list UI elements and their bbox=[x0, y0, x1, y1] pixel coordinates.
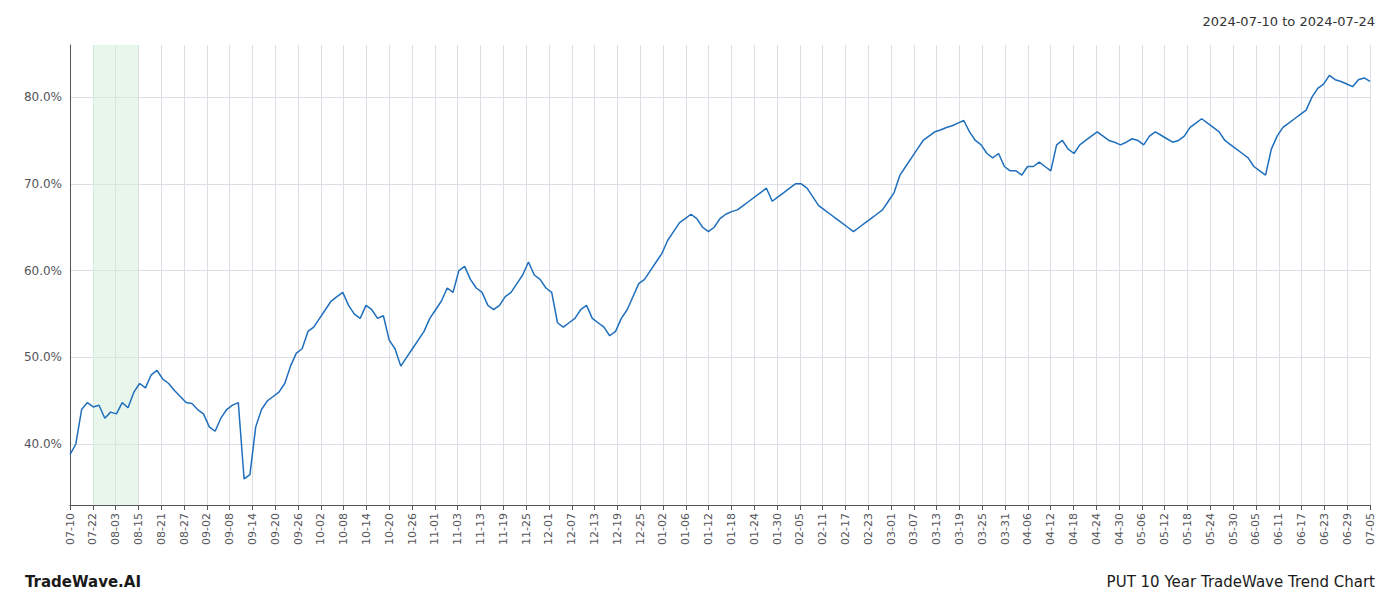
svg-text:08-21: 08-21 bbox=[155, 513, 168, 545]
svg-text:08-27: 08-27 bbox=[178, 513, 191, 545]
svg-text:05-12: 05-12 bbox=[1158, 513, 1171, 545]
svg-text:07-22: 07-22 bbox=[86, 513, 99, 545]
svg-text:70.0%: 70.0% bbox=[24, 177, 62, 191]
svg-text:10-26: 10-26 bbox=[406, 513, 419, 545]
svg-text:03-25: 03-25 bbox=[976, 513, 989, 545]
svg-text:01-12: 01-12 bbox=[702, 513, 715, 545]
svg-text:01-06: 01-06 bbox=[679, 513, 692, 545]
svg-text:01-24: 01-24 bbox=[748, 513, 761, 545]
svg-text:10-08: 10-08 bbox=[337, 513, 350, 545]
svg-text:40.0%: 40.0% bbox=[24, 437, 62, 451]
svg-text:10-14: 10-14 bbox=[360, 513, 373, 545]
svg-text:06-11: 06-11 bbox=[1272, 513, 1285, 545]
svg-text:11-03: 11-03 bbox=[451, 513, 464, 545]
svg-text:01-02: 01-02 bbox=[656, 513, 669, 545]
svg-text:09-26: 09-26 bbox=[292, 513, 305, 545]
svg-text:03-31: 03-31 bbox=[999, 513, 1012, 545]
svg-text:08-15: 08-15 bbox=[132, 513, 145, 545]
svg-text:04-06: 04-06 bbox=[1021, 513, 1034, 545]
svg-text:TradeWave.AI: TradeWave.AI bbox=[25, 573, 141, 591]
svg-text:07-05: 07-05 bbox=[1364, 513, 1377, 545]
svg-text:60.0%: 60.0% bbox=[24, 264, 62, 278]
svg-text:03-01: 03-01 bbox=[885, 513, 898, 545]
svg-text:09-14: 09-14 bbox=[246, 513, 259, 545]
svg-text:04-12: 04-12 bbox=[1044, 513, 1057, 545]
svg-text:08-03: 08-03 bbox=[109, 513, 122, 545]
svg-text:02-17: 02-17 bbox=[839, 513, 852, 545]
svg-text:04-30: 04-30 bbox=[1113, 513, 1126, 545]
svg-text:01-18: 01-18 bbox=[725, 513, 738, 545]
svg-text:09-08: 09-08 bbox=[223, 513, 236, 545]
svg-text:05-30: 05-30 bbox=[1227, 513, 1240, 545]
svg-text:2024-07-10 to 2024-07-24: 2024-07-10 to 2024-07-24 bbox=[1203, 14, 1375, 29]
svg-text:11-13: 11-13 bbox=[474, 513, 487, 545]
svg-text:10-20: 10-20 bbox=[383, 513, 396, 545]
svg-text:06-05: 06-05 bbox=[1249, 513, 1262, 545]
svg-text:03-19: 03-19 bbox=[953, 513, 966, 545]
svg-text:10-02: 10-02 bbox=[314, 513, 327, 545]
svg-text:01-30: 01-30 bbox=[771, 513, 784, 545]
svg-text:04-18: 04-18 bbox=[1067, 513, 1080, 545]
svg-text:11-25: 11-25 bbox=[520, 513, 533, 545]
svg-text:12-13: 12-13 bbox=[588, 513, 601, 545]
svg-text:05-24: 05-24 bbox=[1204, 513, 1217, 545]
svg-text:50.0%: 50.0% bbox=[24, 350, 62, 364]
svg-text:02-05: 02-05 bbox=[793, 513, 806, 545]
svg-text:12-25: 12-25 bbox=[634, 513, 647, 545]
svg-text:05-06: 05-06 bbox=[1135, 513, 1148, 545]
svg-text:02-23: 02-23 bbox=[862, 513, 875, 545]
svg-text:05-18: 05-18 bbox=[1181, 513, 1194, 545]
svg-text:09-20: 09-20 bbox=[269, 513, 282, 545]
svg-text:03-07: 03-07 bbox=[907, 513, 920, 545]
svg-text:09-02: 09-02 bbox=[200, 513, 213, 545]
svg-text:03-13: 03-13 bbox=[930, 513, 943, 545]
svg-text:11-19: 11-19 bbox=[497, 513, 510, 545]
svg-text:06-23: 06-23 bbox=[1318, 513, 1331, 545]
svg-text:02-11: 02-11 bbox=[816, 513, 829, 545]
svg-text:07-10: 07-10 bbox=[64, 513, 77, 545]
svg-text:11-01: 11-01 bbox=[428, 513, 441, 545]
svg-text:04-24: 04-24 bbox=[1090, 513, 1103, 545]
svg-text:12-19: 12-19 bbox=[611, 513, 624, 545]
svg-text:12-01: 12-01 bbox=[542, 513, 555, 545]
svg-text:06-29: 06-29 bbox=[1341, 513, 1354, 545]
svg-text:PUT 10 Year TradeWave Trend Ch: PUT 10 Year TradeWave Trend Chart bbox=[1107, 573, 1376, 591]
svg-text:80.0%: 80.0% bbox=[24, 90, 62, 104]
svg-text:12-07: 12-07 bbox=[565, 513, 578, 545]
svg-text:06-17: 06-17 bbox=[1295, 513, 1308, 545]
